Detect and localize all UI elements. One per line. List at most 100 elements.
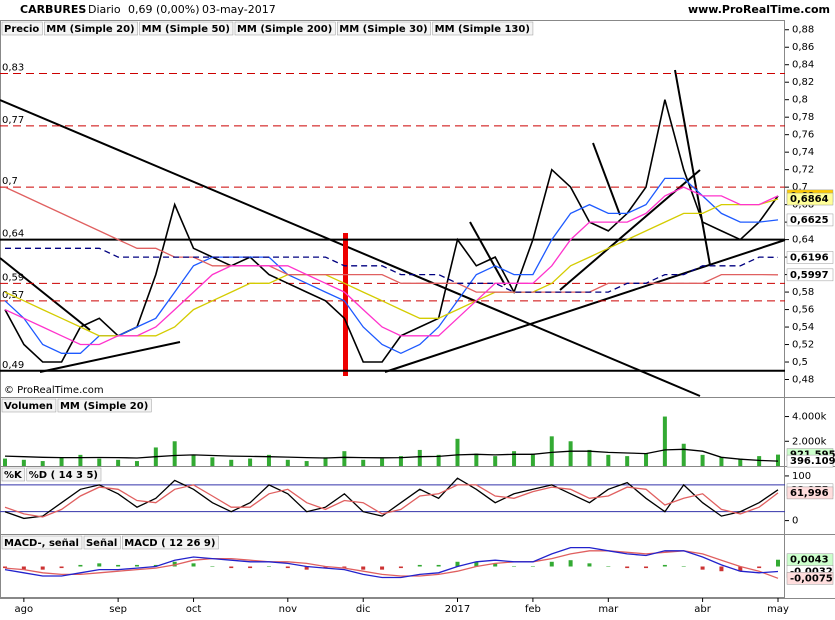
bar — [587, 563, 592, 567]
bar — [248, 458, 253, 466]
bar — [380, 458, 385, 466]
x-tick-label: mar — [598, 604, 619, 615]
bar — [116, 459, 121, 466]
bar — [455, 438, 460, 466]
bar — [738, 458, 743, 466]
legend-bg — [234, 21, 336, 36]
bar — [436, 454, 441, 466]
y-tick-label: 0,64 — [792, 235, 814, 246]
bar — [380, 566, 385, 570]
legend-label: MACD-, señal — [4, 538, 79, 549]
date: 03-may-2017 — [202, 3, 276, 16]
bar — [606, 454, 611, 466]
series-line — [4, 177, 779, 355]
bar — [436, 564, 441, 567]
legend-bg — [57, 398, 152, 413]
legend-label: MM (Simple 50) — [142, 24, 230, 35]
bar — [304, 566, 309, 570]
bar — [361, 459, 366, 466]
value-tag-bg — [786, 192, 834, 206]
value-tag-bg — [786, 572, 834, 585]
x-tick-label: nov — [279, 604, 297, 615]
legend-bg — [83, 535, 121, 550]
bar — [474, 561, 479, 567]
x-tick-label: abr — [694, 604, 711, 615]
bar — [78, 454, 83, 466]
bar — [644, 566, 649, 569]
bar — [719, 457, 724, 466]
series-line — [4, 484, 779, 518]
bar — [474, 453, 479, 466]
series-line — [4, 550, 779, 579]
bar — [398, 456, 403, 466]
y-tick-label: 2.000k — [792, 436, 827, 447]
trendline — [469, 221, 506, 286]
bar — [700, 566, 705, 570]
bar — [153, 564, 158, 567]
legend-bg — [1, 535, 83, 550]
bar — [172, 561, 177, 567]
y-tick-label: 0,52 — [792, 340, 814, 351]
bar — [3, 458, 7, 466]
x-tick-label: may — [767, 604, 789, 615]
bar — [738, 566, 743, 572]
bar — [776, 559, 780, 567]
bar — [342, 566, 347, 569]
legend-label: MM (Simple 30) — [339, 24, 427, 35]
y-tick-label: 4.000k — [792, 412, 827, 423]
value-tag: 396.109 — [790, 456, 835, 467]
trendline — [384, 239, 786, 373]
bar — [398, 566, 403, 569]
level-label: 0,77 — [2, 115, 24, 126]
y-tick-label: 0,48 — [792, 375, 814, 386]
bar — [568, 441, 573, 466]
x-tick-label: 2017 — [445, 604, 470, 615]
value-tag-bg — [786, 454, 834, 468]
series-line — [5, 247, 779, 293]
frame — [0, 20, 785, 598]
legend-bg — [139, 21, 234, 36]
legend-label: MM (Simple 200) — [237, 24, 332, 35]
trendline — [39, 341, 181, 373]
bar — [229, 566, 234, 569]
bar — [549, 436, 554, 466]
y-tick-label: 0,82 — [792, 77, 814, 88]
value-tag: 0,0043 — [790, 555, 829, 566]
marker-bar — [343, 233, 348, 376]
bar — [134, 564, 139, 567]
series-line — [4, 546, 779, 579]
bar — [304, 461, 309, 466]
y-tick-label: 0,76 — [792, 130, 814, 141]
y-tick-label: 0,72 — [792, 165, 814, 176]
bar — [455, 561, 460, 567]
legend-label: MM (Simple 20) — [60, 401, 148, 412]
y-tick-label: 0,84 — [792, 60, 814, 71]
bar — [512, 451, 517, 466]
bar — [229, 459, 234, 466]
y-tick-label: 0,58 — [792, 287, 814, 298]
y-tick-label: 0,86 — [792, 42, 814, 53]
bar — [719, 566, 724, 572]
legend-label: MM (Simple 20) — [46, 24, 134, 35]
legend-bg — [1, 398, 57, 413]
value-tag: -0,0032 — [790, 567, 833, 578]
value-tag: 61,996 — [790, 488, 829, 499]
legend-bg — [1, 21, 43, 36]
bar — [97, 458, 102, 466]
bar — [134, 461, 139, 466]
trendline — [592, 142, 621, 216]
bar — [568, 560, 573, 567]
bar — [266, 454, 271, 466]
value-tag-bg — [786, 268, 834, 282]
bar — [417, 449, 422, 466]
legend-label: Volumen — [4, 401, 53, 412]
bar — [606, 566, 611, 567]
bar — [681, 566, 686, 567]
trendline — [0, 99, 701, 397]
site: www.ProRealTime.com — [688, 3, 830, 16]
legend-bg — [26, 467, 102, 482]
bar — [78, 564, 83, 567]
bar — [266, 566, 271, 567]
